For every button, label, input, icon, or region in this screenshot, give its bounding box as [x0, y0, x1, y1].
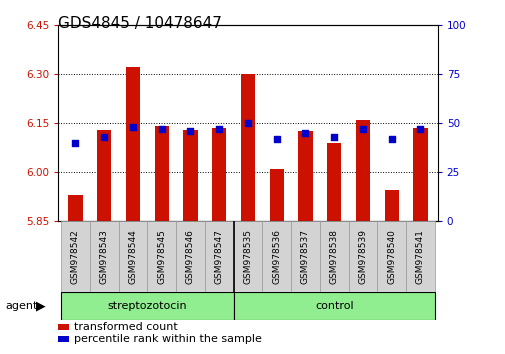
- Bar: [405, 221, 434, 292]
- Text: GSM978547: GSM978547: [214, 229, 223, 284]
- Point: [301, 130, 309, 136]
- Bar: [233, 292, 434, 320]
- Point: [387, 136, 395, 142]
- Bar: [212, 128, 226, 221]
- Bar: [90, 221, 118, 292]
- Point: [100, 134, 108, 139]
- Bar: [147, 221, 176, 292]
- Bar: [154, 126, 169, 221]
- Text: GSM978545: GSM978545: [157, 229, 166, 284]
- Text: GSM978542: GSM978542: [71, 229, 80, 284]
- Bar: [384, 190, 398, 221]
- Bar: [355, 120, 369, 221]
- Point: [186, 128, 194, 134]
- Bar: [377, 221, 405, 292]
- Bar: [297, 131, 312, 221]
- Text: GSM978539: GSM978539: [358, 229, 367, 284]
- Text: GDS4845 / 10478647: GDS4845 / 10478647: [58, 16, 222, 31]
- Text: GSM978543: GSM978543: [99, 229, 109, 284]
- Text: GSM978538: GSM978538: [329, 229, 338, 284]
- Point: [329, 134, 337, 139]
- Point: [243, 120, 251, 126]
- Text: GSM978541: GSM978541: [415, 229, 424, 284]
- Bar: [269, 169, 283, 221]
- Text: ▶: ▶: [36, 300, 46, 313]
- Bar: [205, 221, 233, 292]
- Text: GSM978544: GSM978544: [128, 229, 137, 284]
- Bar: [348, 221, 377, 292]
- Text: GSM978540: GSM978540: [386, 229, 395, 284]
- Bar: [68, 195, 82, 221]
- Text: GSM978546: GSM978546: [185, 229, 194, 284]
- Bar: [240, 74, 255, 221]
- Bar: [413, 128, 427, 221]
- Bar: [61, 221, 90, 292]
- Bar: [233, 221, 262, 292]
- Bar: [319, 221, 348, 292]
- Text: GSM978535: GSM978535: [243, 229, 252, 284]
- Point: [358, 126, 366, 132]
- Text: GSM978537: GSM978537: [300, 229, 310, 284]
- Text: percentile rank within the sample: percentile rank within the sample: [74, 334, 262, 344]
- Point: [129, 124, 137, 130]
- Point: [215, 126, 223, 132]
- Point: [272, 136, 280, 142]
- Bar: [126, 67, 140, 221]
- Bar: [118, 221, 147, 292]
- Bar: [262, 221, 290, 292]
- Text: control: control: [314, 301, 353, 311]
- Point: [416, 126, 424, 132]
- Text: transformed count: transformed count: [74, 322, 178, 332]
- Bar: [290, 221, 319, 292]
- Bar: [97, 130, 111, 221]
- Bar: [176, 221, 205, 292]
- Point: [71, 140, 79, 145]
- Bar: [183, 130, 197, 221]
- Text: agent: agent: [5, 301, 37, 311]
- Bar: [326, 143, 341, 221]
- Text: streptozotocin: streptozotocin: [107, 301, 187, 311]
- Point: [158, 126, 166, 132]
- Text: GSM978536: GSM978536: [272, 229, 281, 284]
- Bar: [61, 292, 233, 320]
